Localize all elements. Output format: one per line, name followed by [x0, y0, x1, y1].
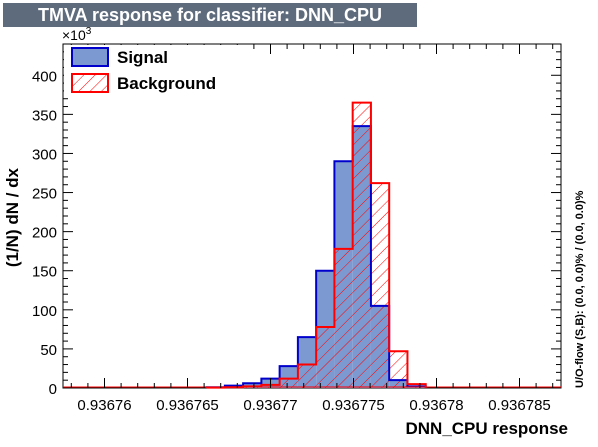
y-multiplier: ×103 — [62, 26, 92, 43]
y-tick-label: 250 — [32, 186, 57, 203]
x-tick-label: 0.936785 — [488, 397, 551, 414]
background-bar — [298, 365, 316, 388]
y-tick-label: 50 — [40, 342, 57, 359]
y-tick-label: 150 — [32, 264, 57, 281]
y-tick-label: 200 — [32, 225, 57, 242]
legend-label-background: Background — [117, 74, 216, 93]
background-bar — [334, 249, 352, 388]
x-tick-label: 0.936765 — [156, 397, 219, 414]
y-tick-label: 400 — [32, 68, 57, 85]
legend-swatch-background — [72, 74, 108, 92]
background-bar — [353, 103, 371, 388]
y-axis-label: (1/N) dN / dx — [3, 167, 22, 267]
background-bar — [389, 351, 407, 388]
x-axis-label: DNN_CPU response — [406, 419, 569, 438]
chart-title: TMVA response for classifier: DNN_CPU — [38, 5, 382, 25]
y-tick-label: 0 — [49, 381, 57, 398]
x-tick-label: 0.936775 — [322, 397, 385, 414]
x-tick-label: 0.93678 — [409, 397, 463, 414]
y-tick-label: 100 — [32, 303, 57, 320]
y-tick-label: 300 — [32, 146, 57, 163]
x-tick-label: 0.93676 — [77, 397, 131, 414]
x-tick-label: 0.93677 — [243, 397, 297, 414]
legend-swatch-signal — [72, 48, 108, 66]
legend: Signal Background — [64, 45, 240, 97]
background-bar — [371, 183, 389, 388]
y-multiplier-base: ×10 — [62, 27, 86, 43]
overflow-label: U/O-flow (S,B): (0.0, 0.0)% / (0.0, 0.0)… — [574, 190, 586, 388]
legend-label-signal: Signal — [117, 48, 168, 67]
y-tick-label: 350 — [32, 107, 57, 124]
y-multiplier-exp: 3 — [86, 26, 92, 37]
background-bar — [316, 327, 334, 388]
